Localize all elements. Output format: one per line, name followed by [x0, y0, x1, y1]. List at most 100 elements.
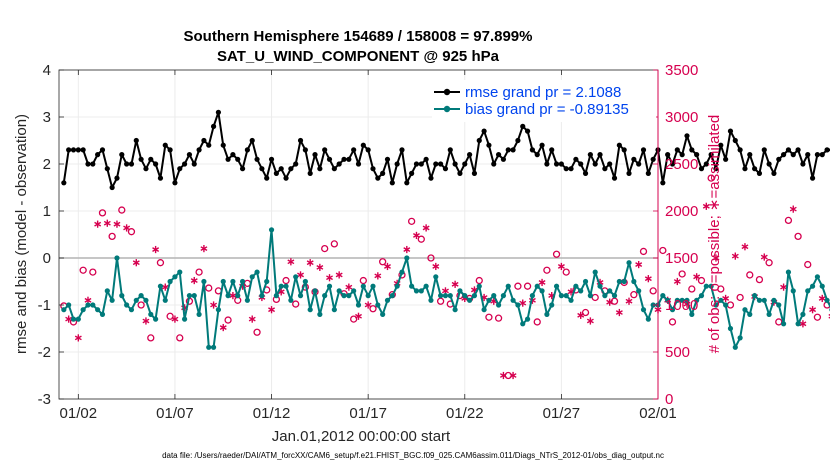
bias-point [172, 274, 178, 280]
bias-point [476, 283, 482, 289]
bias-point [307, 307, 313, 313]
rmse-point [355, 161, 362, 167]
bias-point [394, 283, 400, 289]
obs-possible-marker [765, 259, 773, 267]
bias-point [220, 278, 226, 285]
x-axis: 01/02 01/07 01/12 01/17 01/22 01/27 02/01 [60, 70, 677, 422]
rmse-point [61, 180, 67, 186]
bias-point [186, 293, 193, 299]
rmse-point [636, 161, 642, 167]
bias-point [549, 302, 555, 308]
bias-point [761, 297, 767, 303]
bias-point [756, 297, 763, 303]
rmse-point [66, 147, 72, 153]
obs-assimilated-marker [287, 258, 295, 266]
y-axis-left: 4 3 2 1 0 -1 -2 -3 [38, 62, 64, 408]
bias-point [399, 269, 405, 275]
rmse-point [99, 147, 106, 153]
obs-assimilated-marker [760, 253, 768, 261]
bias-point [578, 288, 584, 294]
rmse-point [505, 147, 511, 153]
y-right-tick-label: 2000 [665, 203, 698, 220]
obs-possible-marker [79, 266, 87, 274]
bias-point [138, 293, 144, 299]
bias-point [631, 278, 637, 285]
rmse-point [297, 137, 304, 144]
bias-point [322, 293, 328, 299]
bias-point [336, 288, 342, 294]
bias-point [626, 260, 632, 266]
bias-point [640, 307, 647, 313]
bias-point [302, 278, 308, 285]
obs-assimilated-marker [219, 323, 227, 332]
bias-point [293, 274, 299, 280]
rmse-point [814, 152, 821, 158]
rmse-point [104, 166, 110, 172]
obs-assimilated-marker [132, 259, 140, 267]
rmse-point [790, 152, 796, 158]
obs-possible-marker [543, 266, 551, 274]
bias-series [61, 227, 830, 350]
obs-assimilated-marker [413, 231, 420, 240]
obs-assimilated-marker [142, 317, 150, 325]
bias-point [409, 283, 415, 289]
obs-assimilated-marker [741, 243, 749, 251]
rmse-point [703, 161, 709, 167]
obs-possible-marker [127, 228, 136, 236]
bias-point [312, 288, 318, 294]
y-right-tick-label: 1500 [665, 250, 698, 267]
y-axis-right: 3500 3000 2500 2000 1500 1000 500 0 [653, 62, 698, 408]
bias-point [665, 297, 671, 303]
bias-point [201, 278, 207, 285]
bias-point [143, 297, 149, 303]
rmse-point [268, 156, 275, 162]
obs-possible-marker [321, 244, 329, 253]
obs-assimilated-marker [789, 205, 797, 213]
y-right-tick-label: 500 [665, 344, 690, 361]
bias-point [674, 297, 680, 303]
obs-assimilated-marker [422, 224, 430, 232]
obs-assimilated-marker [809, 306, 817, 314]
obs-assimilated-marker [780, 283, 788, 291]
legend: rmse grand pr = 2.1088 bias grand pr = -… [432, 80, 656, 122]
legend-rmse-marker [443, 88, 451, 96]
rmse-point [457, 170, 463, 176]
obs-possible-marker [485, 313, 493, 321]
obs-assimilated-marker [123, 224, 131, 232]
obs-possible-marker [552, 250, 561, 258]
bias-point [660, 293, 666, 299]
obs-assimilated-marker [635, 260, 643, 269]
rmse-point [515, 137, 521, 144]
bias-point [698, 293, 705, 299]
obs-possible-marker [350, 315, 358, 323]
bias-point [109, 297, 115, 303]
rmse-point [587, 152, 593, 158]
bias-point [230, 278, 236, 285]
rmse-point [442, 166, 449, 172]
bias-point [225, 293, 231, 299]
bias-point [447, 293, 453, 299]
rmse-point [273, 170, 279, 176]
bias-point [713, 302, 719, 308]
bias-point [206, 344, 212, 350]
obs-assimilated-marker [712, 254, 720, 262]
bias-point [244, 297, 250, 303]
rmse-point [669, 161, 676, 167]
bias-point [355, 302, 362, 308]
rmse-point [713, 166, 719, 172]
rmse-point [177, 166, 183, 172]
y-left-tick-label: 4 [43, 62, 51, 79]
rmse-point [708, 152, 714, 158]
obs-possible-marker [436, 297, 445, 305]
obs-possible-marker [504, 371, 512, 380]
bias-point [616, 278, 622, 285]
bias-point [167, 278, 173, 285]
bias-point [636, 288, 642, 294]
bias-point [254, 269, 260, 275]
rmse-point [307, 170, 313, 176]
x-tick-label: 01/17 [349, 405, 387, 422]
obs-possible-marker [205, 284, 213, 292]
bias-point [360, 283, 366, 289]
obs-assimilated-marker [432, 262, 440, 271]
